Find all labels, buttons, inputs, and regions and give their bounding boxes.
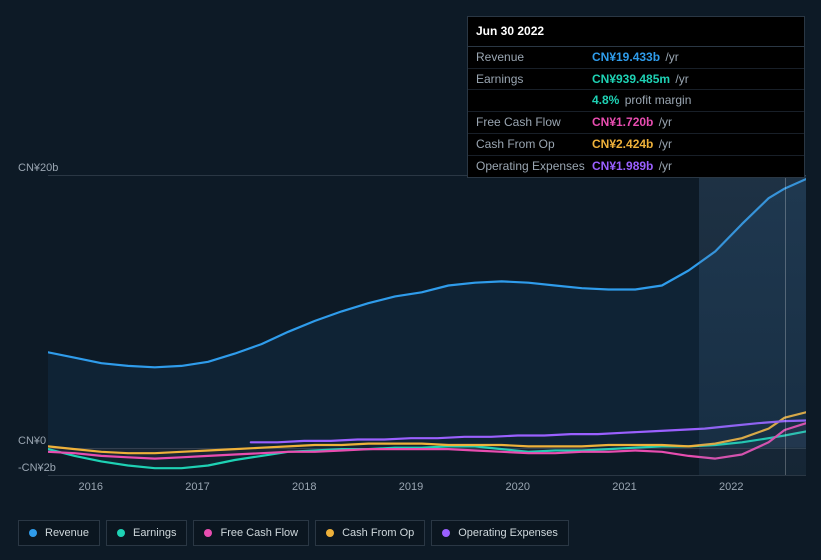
- tooltip-row-label: Earnings: [476, 71, 592, 88]
- tooltip-row: Cash From OpCN¥2.424b /yr: [468, 134, 804, 156]
- tooltip-row: RevenueCN¥19.433b /yr: [468, 47, 804, 69]
- legend-swatch: [29, 529, 37, 537]
- x-axis-label: 2020: [505, 481, 529, 493]
- legend-swatch: [204, 529, 212, 537]
- chart-legend: Revenue Earnings Free Cash Flow Cash From O…: [18, 520, 569, 546]
- x-axis-label: 2016: [78, 481, 102, 493]
- legend-label: Cash From Op: [342, 527, 414, 539]
- tooltip-row: 4.8% profit margin: [468, 90, 804, 112]
- legend-swatch: [442, 529, 450, 537]
- tooltip-row-label: [476, 92, 592, 109]
- legend-label: Free Cash Flow: [220, 527, 298, 539]
- tooltip-row-value: CN¥19.433b /yr: [592, 49, 796, 66]
- x-axis-label: 2018: [292, 481, 316, 493]
- legend-swatch: [117, 529, 125, 537]
- tooltip-row-value: 4.8% profit margin: [592, 92, 796, 109]
- legend-label: Revenue: [45, 527, 89, 539]
- tooltip-date: Jun 30 2022: [468, 17, 804, 47]
- tooltip-row-value: CN¥1.989b /yr: [592, 158, 796, 175]
- tooltip-row-value: CN¥2.424b /yr: [592, 136, 796, 153]
- gridline: [48, 475, 806, 476]
- legend-label: Earnings: [133, 527, 176, 539]
- tooltip-row: Operating ExpensesCN¥1.989b /yr: [468, 156, 804, 177]
- tooltip-row-label: Revenue: [476, 49, 592, 66]
- tooltip-row-value: CN¥939.485m /yr: [592, 71, 796, 88]
- tooltip-row: EarningsCN¥939.485m /yr: [468, 69, 804, 91]
- chart-tooltip: Jun 30 2022 RevenueCN¥19.433b /yrEarning…: [467, 16, 805, 178]
- legend-label: Operating Expenses: [458, 527, 558, 539]
- tooltip-row: Free Cash FlowCN¥1.720b /yr: [468, 112, 804, 134]
- tooltip-row-label: Free Cash Flow: [476, 114, 592, 131]
- legend-item-opex[interactable]: Operating Expenses: [431, 520, 569, 546]
- y-axis-label: CN¥0: [18, 435, 46, 447]
- tooltip-row-label: Operating Expenses: [476, 158, 592, 175]
- x-axis-label: 2021: [612, 481, 636, 493]
- x-axis-label: 2017: [185, 481, 209, 493]
- legend-item-fcf[interactable]: Free Cash Flow: [193, 520, 309, 546]
- chart-plot-area[interactable]: [48, 175, 806, 475]
- x-axis-label: 2019: [399, 481, 423, 493]
- y-axis-label: CN¥20b: [18, 162, 58, 174]
- financials-chart[interactable]: CN¥20bCN¥0-CN¥2b 20162017201820192020202…: [18, 155, 806, 515]
- chart-svg: [48, 175, 806, 475]
- x-axis-label: 2022: [719, 481, 743, 493]
- legend-item-cfo[interactable]: Cash From Op: [315, 520, 425, 546]
- legend-item-earnings[interactable]: Earnings: [106, 520, 187, 546]
- legend-swatch: [326, 529, 334, 537]
- x-axis-labels: 2016 2017 2018 2019 2020 2021 2022: [48, 481, 806, 497]
- cursor-line: [785, 175, 786, 475]
- tooltip-row-value: CN¥1.720b /yr: [592, 114, 796, 131]
- tooltip-rows: RevenueCN¥19.433b /yrEarningsCN¥939.485m…: [468, 47, 804, 177]
- tooltip-row-label: Cash From Op: [476, 136, 592, 153]
- legend-item-revenue[interactable]: Revenue: [18, 520, 100, 546]
